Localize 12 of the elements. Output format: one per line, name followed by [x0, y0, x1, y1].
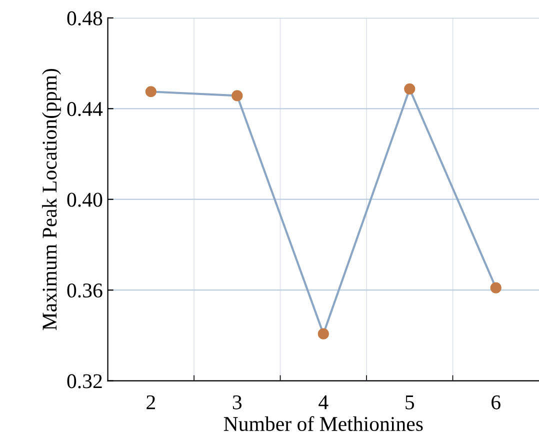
- x-tick-label: 3: [232, 395, 242, 410]
- y-axis-title: Maximum Peak Location(ppm): [42, 68, 61, 330]
- x-axis-title: Number of Methionines: [224, 416, 423, 432]
- y-tick-label: 0.32: [67, 374, 102, 388]
- x-tick-label: 5: [406, 396, 414, 410]
- y-tick-label: 0.40: [67, 192, 102, 207]
- x-tick-label: 2: [146, 395, 155, 410]
- x-tick-label: 4: [318, 395, 328, 410]
- y-tick-label: 0.36: [67, 283, 102, 298]
- y-tick-label: 0.44: [67, 102, 103, 116]
- x-tick-label: 6: [492, 395, 500, 410]
- y-tick-label: 0.48: [67, 11, 102, 26]
